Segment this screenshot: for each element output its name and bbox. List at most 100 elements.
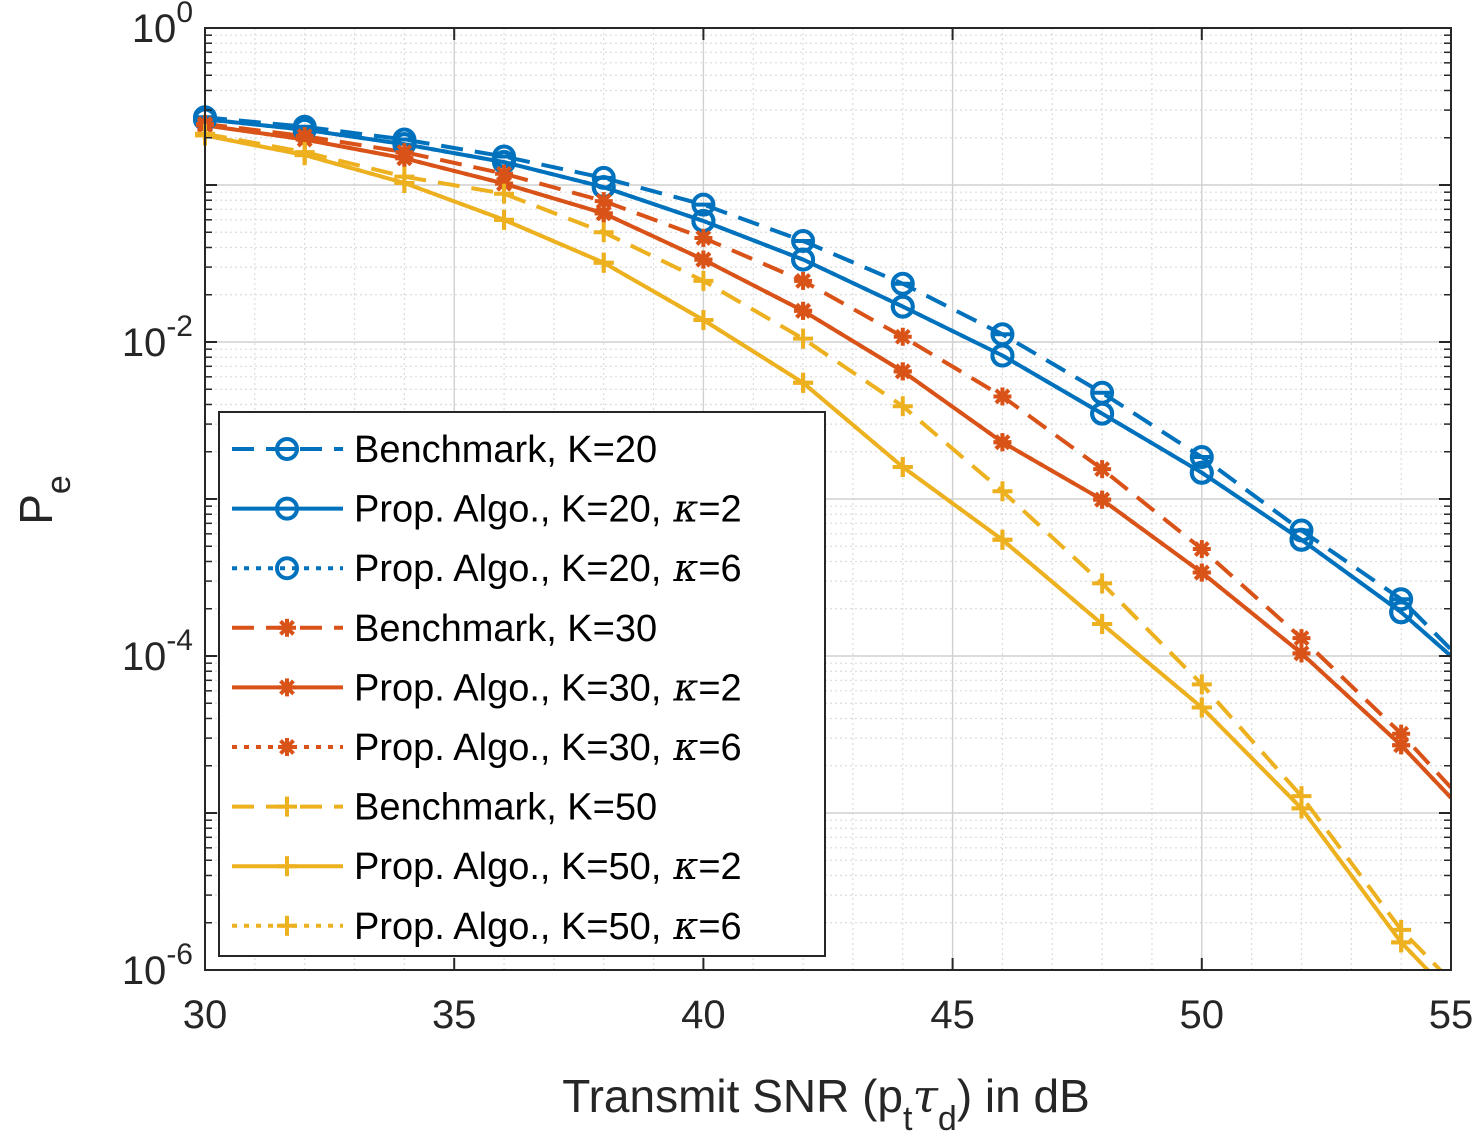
data-point-s6-11: [1292, 644, 1311, 663]
data-point-s1-7: [890, 271, 915, 296]
legend-label: Benchmark, K=50: [354, 787, 657, 829]
data-point-s9-8: [992, 529, 1013, 550]
legend-marker: [278, 618, 296, 637]
y-axis-title: Pe: [10, 475, 78, 525]
data-point-s3-7: [890, 294, 915, 319]
data-point-s7-8: [992, 481, 1013, 502]
data-point-s7-6: [793, 328, 814, 349]
data-point-s4-5: [694, 228, 713, 247]
legend-entry-6: Prop. Algo., K=30, κ=6: [232, 725, 742, 769]
legend-label: Prop. Algo., K=30, κ=2: [354, 665, 742, 709]
data-point-s3-8: [990, 343, 1015, 368]
data-point-s4-11: [1292, 629, 1311, 648]
series-line-3: [205, 117, 1451, 658]
data-point-s4-6: [794, 271, 813, 290]
series-line-4: [205, 121, 1451, 790]
data-point-s6-5: [694, 250, 713, 269]
data-point-s7-10: [1191, 674, 1212, 695]
data-point-s1-5: [691, 192, 716, 217]
series-line-9: [205, 133, 1431, 970]
y-tick-label: 10-6: [122, 938, 193, 993]
legend-label: Prop. Algo., K=20, κ=2: [354, 487, 742, 531]
data-point-s9-2: [394, 172, 415, 193]
data-point-s3-11: [1289, 527, 1314, 552]
legend-marker: [278, 678, 296, 697]
data-point-s3-10: [1189, 460, 1214, 485]
x-tick-label: 55: [1429, 993, 1474, 1037]
data-point-s9-4: [593, 252, 614, 273]
legend-marker: [277, 856, 297, 877]
data-point-s9-11: [1291, 798, 1312, 819]
data-point-s4-9: [1093, 460, 1112, 479]
data-point-s7-4: [593, 222, 614, 243]
y-tick-label: 10-4: [122, 624, 193, 679]
data-point-s6-6: [794, 301, 813, 320]
data-point-s4-7: [893, 327, 912, 346]
data-point-s9-6: [793, 372, 814, 393]
data-point-s3-9: [1090, 401, 1115, 426]
data-point-s6-4: [594, 204, 613, 223]
data-point-s9-1: [294, 145, 315, 166]
legend-label: Prop. Algo., K=50, κ=2: [354, 844, 742, 888]
data-point-s6-12: [1392, 736, 1411, 755]
data-point-s4-10: [1192, 540, 1211, 559]
legend-label: Benchmark, K=20: [354, 429, 657, 471]
x-tick-label: 35: [432, 993, 477, 1037]
legend: Benchmark, K=20 Prop. Algo., K=20, κ=2 Prop…: [218, 411, 826, 957]
legend-entry-5: Prop. Algo., K=30, κ=2: [232, 665, 742, 709]
data-point-s6-8: [993, 433, 1012, 452]
legend-marker: [278, 738, 296, 756]
series-layer: [205, 115, 1451, 970]
data-point-s9-3: [494, 209, 515, 230]
data-point-s7-5: [693, 270, 714, 291]
series-line-6: [205, 123, 1451, 800]
data-point-s1-12: [1389, 587, 1414, 612]
data-point-s4-12: [1392, 724, 1411, 743]
y-tick-labels: 100 10-2 10-4 10-6: [122, 0, 193, 993]
legend-entry-3: Prop. Algo., K=20, κ=6: [232, 546, 742, 590]
legend-label: Prop. Algo., K=20, κ=6: [354, 546, 742, 590]
data-point-s9-12: [1391, 932, 1412, 953]
legend-label: Prop. Algo., K=50, κ=6: [354, 904, 742, 948]
x-tick-label: 40: [681, 993, 726, 1037]
data-point-s7-9: [1092, 573, 1113, 594]
data-point-s9-5: [693, 310, 714, 331]
data-point-s6-7: [893, 362, 912, 381]
axis-ticks: [204, 27, 1452, 971]
x-tick-labels: 30 35 40 45 50 55: [183, 993, 1474, 1037]
data-point-s6-9: [1093, 490, 1112, 509]
y-tick-label: 10-2: [122, 310, 193, 365]
data-point-s9-7: [892, 456, 913, 477]
legend-marker: [275, 437, 299, 461]
data-point-s9-9: [1092, 613, 1113, 634]
series-line-7: [205, 131, 1443, 970]
data-point-s1-10: [1189, 445, 1214, 470]
x-tick-label: 45: [930, 993, 975, 1037]
legend-entry-2: Prop. Algo., K=20, κ=2: [232, 487, 742, 531]
legend-marker: [277, 915, 297, 936]
data-point-s6-10: [1192, 563, 1211, 582]
data-point-s7-3: [494, 183, 515, 204]
series-line-1: [205, 115, 1451, 651]
legend-marker: [275, 556, 299, 581]
legend-marker: [277, 796, 297, 817]
data-point-s3-6: [791, 247, 816, 272]
legend-entry-8: Prop. Algo., K=50, κ=2: [232, 844, 742, 888]
data-point-s3-12: [1389, 600, 1414, 625]
legend-entry-9: Prop. Algo., K=50, κ=6: [232, 904, 742, 948]
x-tick-label: 50: [1180, 993, 1225, 1037]
y-tick-label: 100: [132, 0, 193, 51]
data-point-s9-10: [1191, 697, 1212, 718]
legend-entry-4: Benchmark, K=30: [232, 608, 657, 650]
data-point-s7-7: [892, 396, 913, 417]
x-axis-title: Transmit SNR (ptτd) in dB: [562, 1069, 1090, 1138]
legend-marker: [275, 496, 299, 521]
legend-label: Benchmark, K=30: [354, 608, 657, 650]
data-point-s4-8: [993, 387, 1012, 406]
legend-entry-1: Benchmark, K=20: [232, 429, 657, 471]
legend-label: Prop. Algo., K=30, κ=6: [354, 725, 742, 769]
legend-entry-7: Benchmark, K=50: [232, 787, 657, 829]
x-tick-label: 30: [183, 993, 228, 1037]
data-point-s6-2: [395, 149, 414, 168]
